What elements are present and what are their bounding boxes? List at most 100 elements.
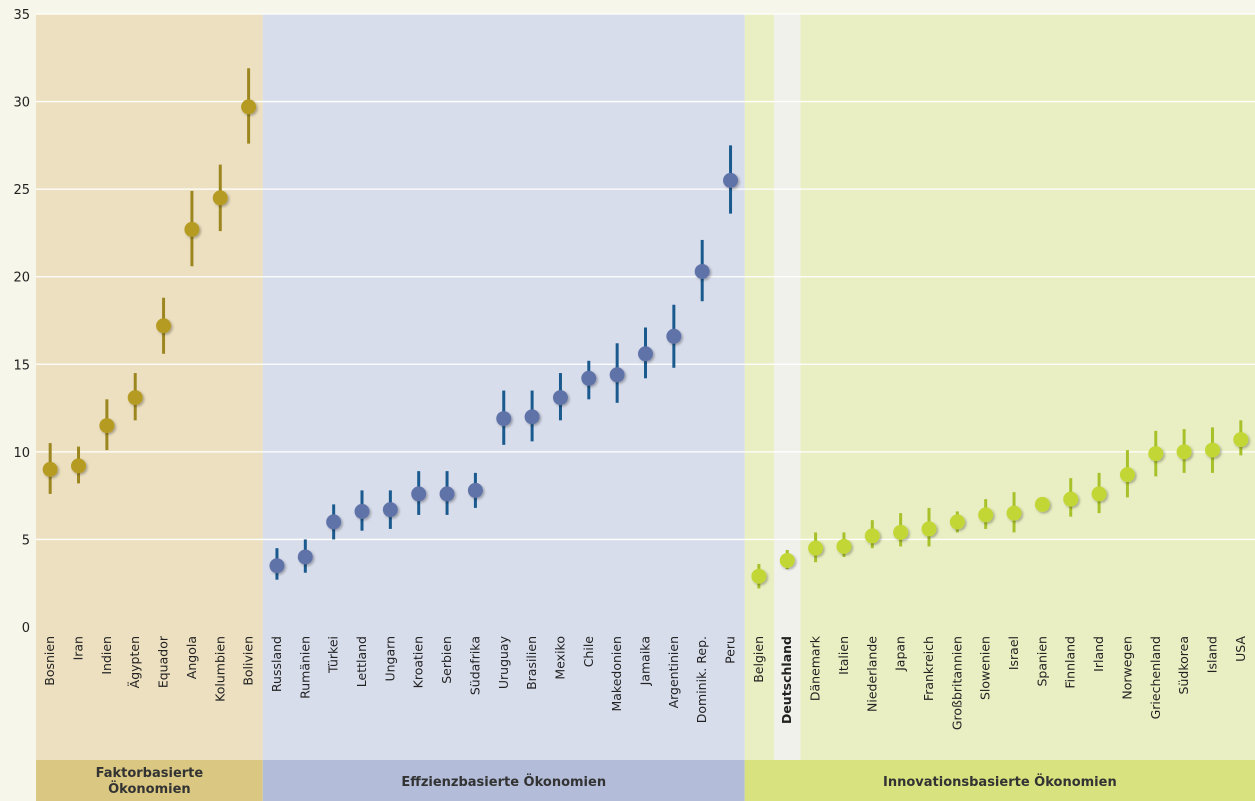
data-point — [1063, 491, 1079, 507]
data-point — [836, 538, 852, 554]
data-point — [1006, 505, 1022, 521]
x-tick-label: Uruguay — [496, 635, 511, 689]
data-point — [893, 524, 909, 540]
data-point — [864, 528, 880, 544]
x-tick-label: Bosnien — [42, 636, 57, 686]
x-tick-label: Brasilien — [524, 636, 539, 690]
data-point — [751, 568, 767, 584]
data-point — [326, 514, 342, 530]
y-tick-label: 25 — [13, 183, 30, 198]
x-tick-label: Irland — [1091, 636, 1106, 672]
x-tick-label: Peru — [723, 636, 738, 664]
y-tick-label: 10 — [13, 446, 30, 461]
band-effizienz — [262, 14, 745, 760]
x-tick-label: Dominik. Rep. — [694, 636, 709, 723]
data-point — [949, 514, 965, 530]
x-tick-label: Lettland — [354, 636, 369, 687]
x-axis: Bosnien Iran Indien Ägypten Equador Angola Kol… — [42, 635, 1248, 730]
data-point — [1176, 444, 1192, 460]
x-tick-label: Deutschland — [779, 636, 794, 724]
data-point — [354, 503, 370, 519]
data-point — [184, 221, 200, 237]
x-tick-label: Südafrika — [467, 636, 482, 695]
data-point — [1204, 442, 1220, 458]
group-bands — [36, 14, 1255, 760]
y-tick-label: 30 — [13, 96, 30, 111]
x-tick-label: Ägypten — [127, 636, 142, 688]
data-point — [269, 558, 285, 574]
band-innovation — [744, 14, 1255, 760]
data-point — [609, 367, 625, 383]
data-point — [978, 507, 994, 523]
group-header-effizienz — [262, 760, 745, 801]
x-tick-label: Großbritannien — [949, 636, 964, 730]
data-point — [581, 370, 597, 386]
data-point — [1119, 467, 1135, 483]
x-tick-label: Belgien — [751, 636, 766, 683]
data-point — [467, 482, 483, 498]
y-tick-label: 5 — [22, 533, 30, 548]
x-tick-label: Equador — [156, 635, 171, 688]
group-label-innovation: Innovationsbasierte Ökonomien — [883, 774, 1117, 790]
y-axis: 0 5 10 15 20 25 30 35 — [13, 8, 30, 636]
data-point — [1233, 432, 1249, 448]
data-point — [723, 172, 739, 188]
x-tick-label: Türkei — [326, 636, 341, 674]
x-tick-label: Frankreich — [921, 636, 936, 701]
data-point — [1091, 486, 1107, 502]
x-tick-label: Russland — [269, 636, 284, 692]
x-tick-label: Makedonien — [609, 636, 624, 712]
data-point — [779, 552, 795, 568]
data-point — [99, 418, 115, 434]
data-point — [156, 318, 172, 334]
x-tick-label: Rumänien — [297, 636, 312, 699]
data-point — [71, 458, 87, 474]
group-label-faktor: Faktorbasierte — [96, 766, 204, 781]
data-point — [921, 521, 937, 537]
data-point — [638, 346, 653, 362]
highlight-column — [774, 14, 801, 760]
group-label-effizienz: Effzienzbasierte Ökonomien — [401, 774, 606, 790]
data-point — [411, 486, 427, 502]
x-tick-label: Griechenland — [1148, 636, 1163, 719]
x-tick-label: Kolumbien — [212, 636, 227, 702]
data-marks — [42, 68, 1249, 589]
data-point — [42, 461, 58, 477]
data-point — [524, 409, 540, 425]
data-point — [241, 99, 257, 115]
x-tick-label: Indien — [99, 636, 114, 675]
x-tick-label: Niederlande — [864, 636, 879, 712]
x-tick-label: Slowenien — [978, 636, 993, 700]
data-point — [552, 390, 568, 406]
data-point — [127, 390, 143, 406]
x-tick-label: Italien — [836, 636, 851, 675]
group-header-innovation — [744, 760, 1255, 801]
band-faktor — [36, 14, 263, 760]
x-tick-label: Israel — [1006, 636, 1021, 670]
x-tick-label: USA — [1233, 636, 1248, 662]
y-tick-label: 35 — [13, 8, 30, 23]
x-tick-label: Jamaika — [638, 636, 653, 686]
x-tick-label: Finnland — [1063, 636, 1078, 689]
x-tick-label: Chile — [581, 636, 596, 668]
y-tick-label: 0 — [22, 621, 30, 636]
data-point — [496, 411, 512, 427]
group-header-faktor — [36, 760, 263, 801]
x-tick-label: Serbien — [439, 636, 454, 684]
x-tick-label: Norwegen — [1119, 636, 1134, 700]
data-point — [212, 190, 228, 206]
x-tick-label: Ungarn — [382, 636, 397, 682]
data-point — [694, 263, 710, 279]
y-tick-label: 20 — [13, 271, 30, 286]
x-tick-label: Dänemark — [808, 635, 823, 701]
x-tick-label: Südkorea — [1176, 636, 1191, 694]
group-label-faktor: Ökonomien — [108, 781, 191, 797]
x-tick-label: Mexiko — [552, 636, 567, 680]
x-tick-label: Bolivien — [241, 636, 256, 686]
x-tick-label: Spanien — [1034, 636, 1049, 687]
x-tick-label: Argentinien — [666, 636, 681, 708]
x-tick-label: Japan — [893, 636, 908, 672]
x-tick-label: Kroatien — [411, 636, 426, 688]
